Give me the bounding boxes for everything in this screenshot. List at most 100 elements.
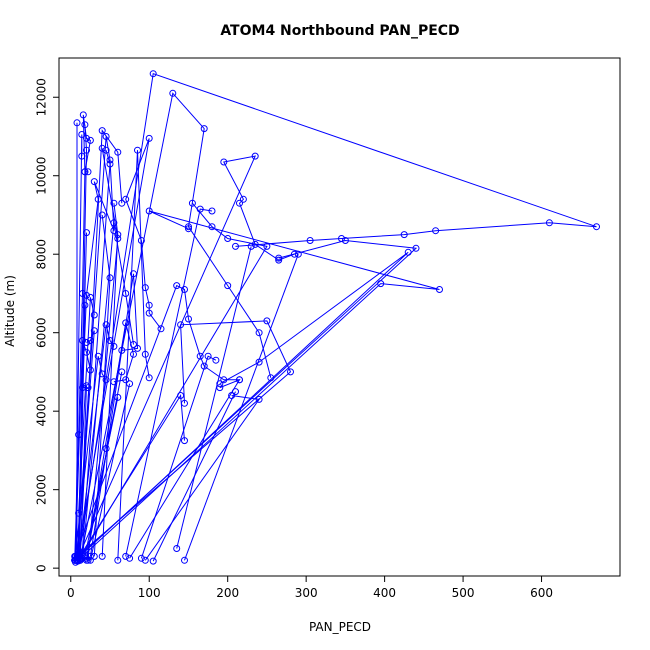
- data-point: [86, 556, 94, 564]
- y-tick-label: 2000: [35, 474, 49, 505]
- series-line: [74, 239, 418, 561]
- data-point: [122, 376, 130, 384]
- data-point: [114, 231, 122, 239]
- data-point: [102, 376, 110, 384]
- data-point: [122, 552, 130, 560]
- data-point: [81, 121, 89, 129]
- data-point: [145, 134, 153, 142]
- data-point: [263, 242, 271, 250]
- data-point: [110, 219, 118, 227]
- data-point: [290, 250, 298, 258]
- y-axis-label: Altitude (m): [3, 275, 17, 347]
- data-point: [200, 125, 208, 133]
- data-point: [78, 152, 86, 160]
- data-point: [102, 133, 110, 140]
- data-point: [232, 242, 239, 250]
- series-line: [101, 203, 119, 557]
- data-point: [255, 329, 263, 337]
- data-point: [185, 315, 192, 323]
- data-point: [110, 378, 118, 386]
- data-point: [118, 368, 126, 376]
- chart-title: ATOM4 Northbound PAN_PECD: [220, 23, 459, 39]
- data-point: [412, 244, 420, 252]
- data-point: [86, 366, 94, 374]
- data-point: [130, 350, 137, 358]
- data-point: [83, 134, 90, 142]
- data-point: [255, 395, 263, 403]
- data-point: [545, 219, 553, 227]
- data-point: [404, 248, 412, 256]
- data-point: [341, 237, 349, 244]
- data-point: [83, 554, 90, 562]
- data-point: [102, 146, 110, 154]
- data-point: [90, 178, 98, 186]
- data-point: [90, 327, 98, 335]
- data-point: [90, 552, 98, 560]
- data-point: [224, 282, 232, 290]
- series-line: [125, 208, 213, 557]
- data-point: [90, 311, 98, 319]
- x-tick-label: 600: [530, 586, 553, 600]
- data-point: [141, 556, 149, 564]
- data-point: [134, 344, 141, 352]
- data-point: [239, 195, 247, 203]
- data-point: [130, 341, 137, 348]
- data-point: [212, 356, 220, 364]
- data-point: [181, 286, 188, 293]
- data-point: [204, 352, 212, 360]
- data-point: [232, 388, 239, 396]
- y-axis: 0 2000 4000 6000 8000 10000 12000: [35, 78, 60, 572]
- data-point: [110, 342, 118, 350]
- y-tick-label: 0: [35, 564, 49, 572]
- data-point: [114, 556, 122, 564]
- data-point: [169, 89, 177, 97]
- series-line: [77, 232, 87, 562]
- data-point: [306, 237, 314, 244]
- series-line: [86, 371, 123, 559]
- data-point: [185, 223, 192, 231]
- data-point: [436, 286, 443, 293]
- data-point: [79, 111, 87, 119]
- series-line: [78, 73, 597, 559]
- series-line: [176, 246, 252, 549]
- y-tick-label: 6000: [35, 317, 49, 348]
- data-point: [122, 195, 130, 203]
- data-point: [593, 223, 600, 231]
- data-point: [188, 199, 196, 207]
- data-point: [157, 325, 165, 333]
- x-tick-label: 300: [295, 586, 318, 600]
- data-point: [216, 380, 224, 388]
- data-point: [149, 557, 157, 565]
- y-tick-label: 8000: [35, 239, 49, 270]
- data-point: [84, 168, 92, 176]
- series-line: [79, 92, 272, 561]
- series-line: [78, 297, 95, 514]
- data-point: [400, 231, 408, 239]
- series-line: [81, 150, 111, 559]
- data-point: [98, 144, 106, 152]
- x-tick-label: 100: [138, 586, 161, 600]
- y-tick-label: 10000: [35, 157, 49, 195]
- data-point: [275, 256, 283, 264]
- data-point: [118, 346, 126, 354]
- data-point: [377, 280, 385, 288]
- data-point: [208, 207, 216, 215]
- series-line: [79, 129, 123, 553]
- data-point: [126, 380, 134, 388]
- x-axis: 0 100 200 300 400 500 600: [67, 575, 553, 600]
- series-line: [78, 305, 86, 560]
- data-point: [432, 227, 440, 235]
- data-point: [86, 136, 94, 144]
- series-line: [76, 138, 162, 559]
- data-point: [102, 321, 110, 329]
- series-line: [78, 324, 115, 559]
- data-point: [177, 392, 185, 399]
- data-point: [145, 301, 153, 309]
- data-point: [73, 119, 81, 127]
- series-line: [75, 134, 83, 563]
- data-point: [224, 235, 232, 242]
- data-point: [185, 225, 192, 233]
- data-point: [98, 211, 106, 219]
- data-point: [98, 127, 106, 135]
- data-point: [86, 337, 94, 344]
